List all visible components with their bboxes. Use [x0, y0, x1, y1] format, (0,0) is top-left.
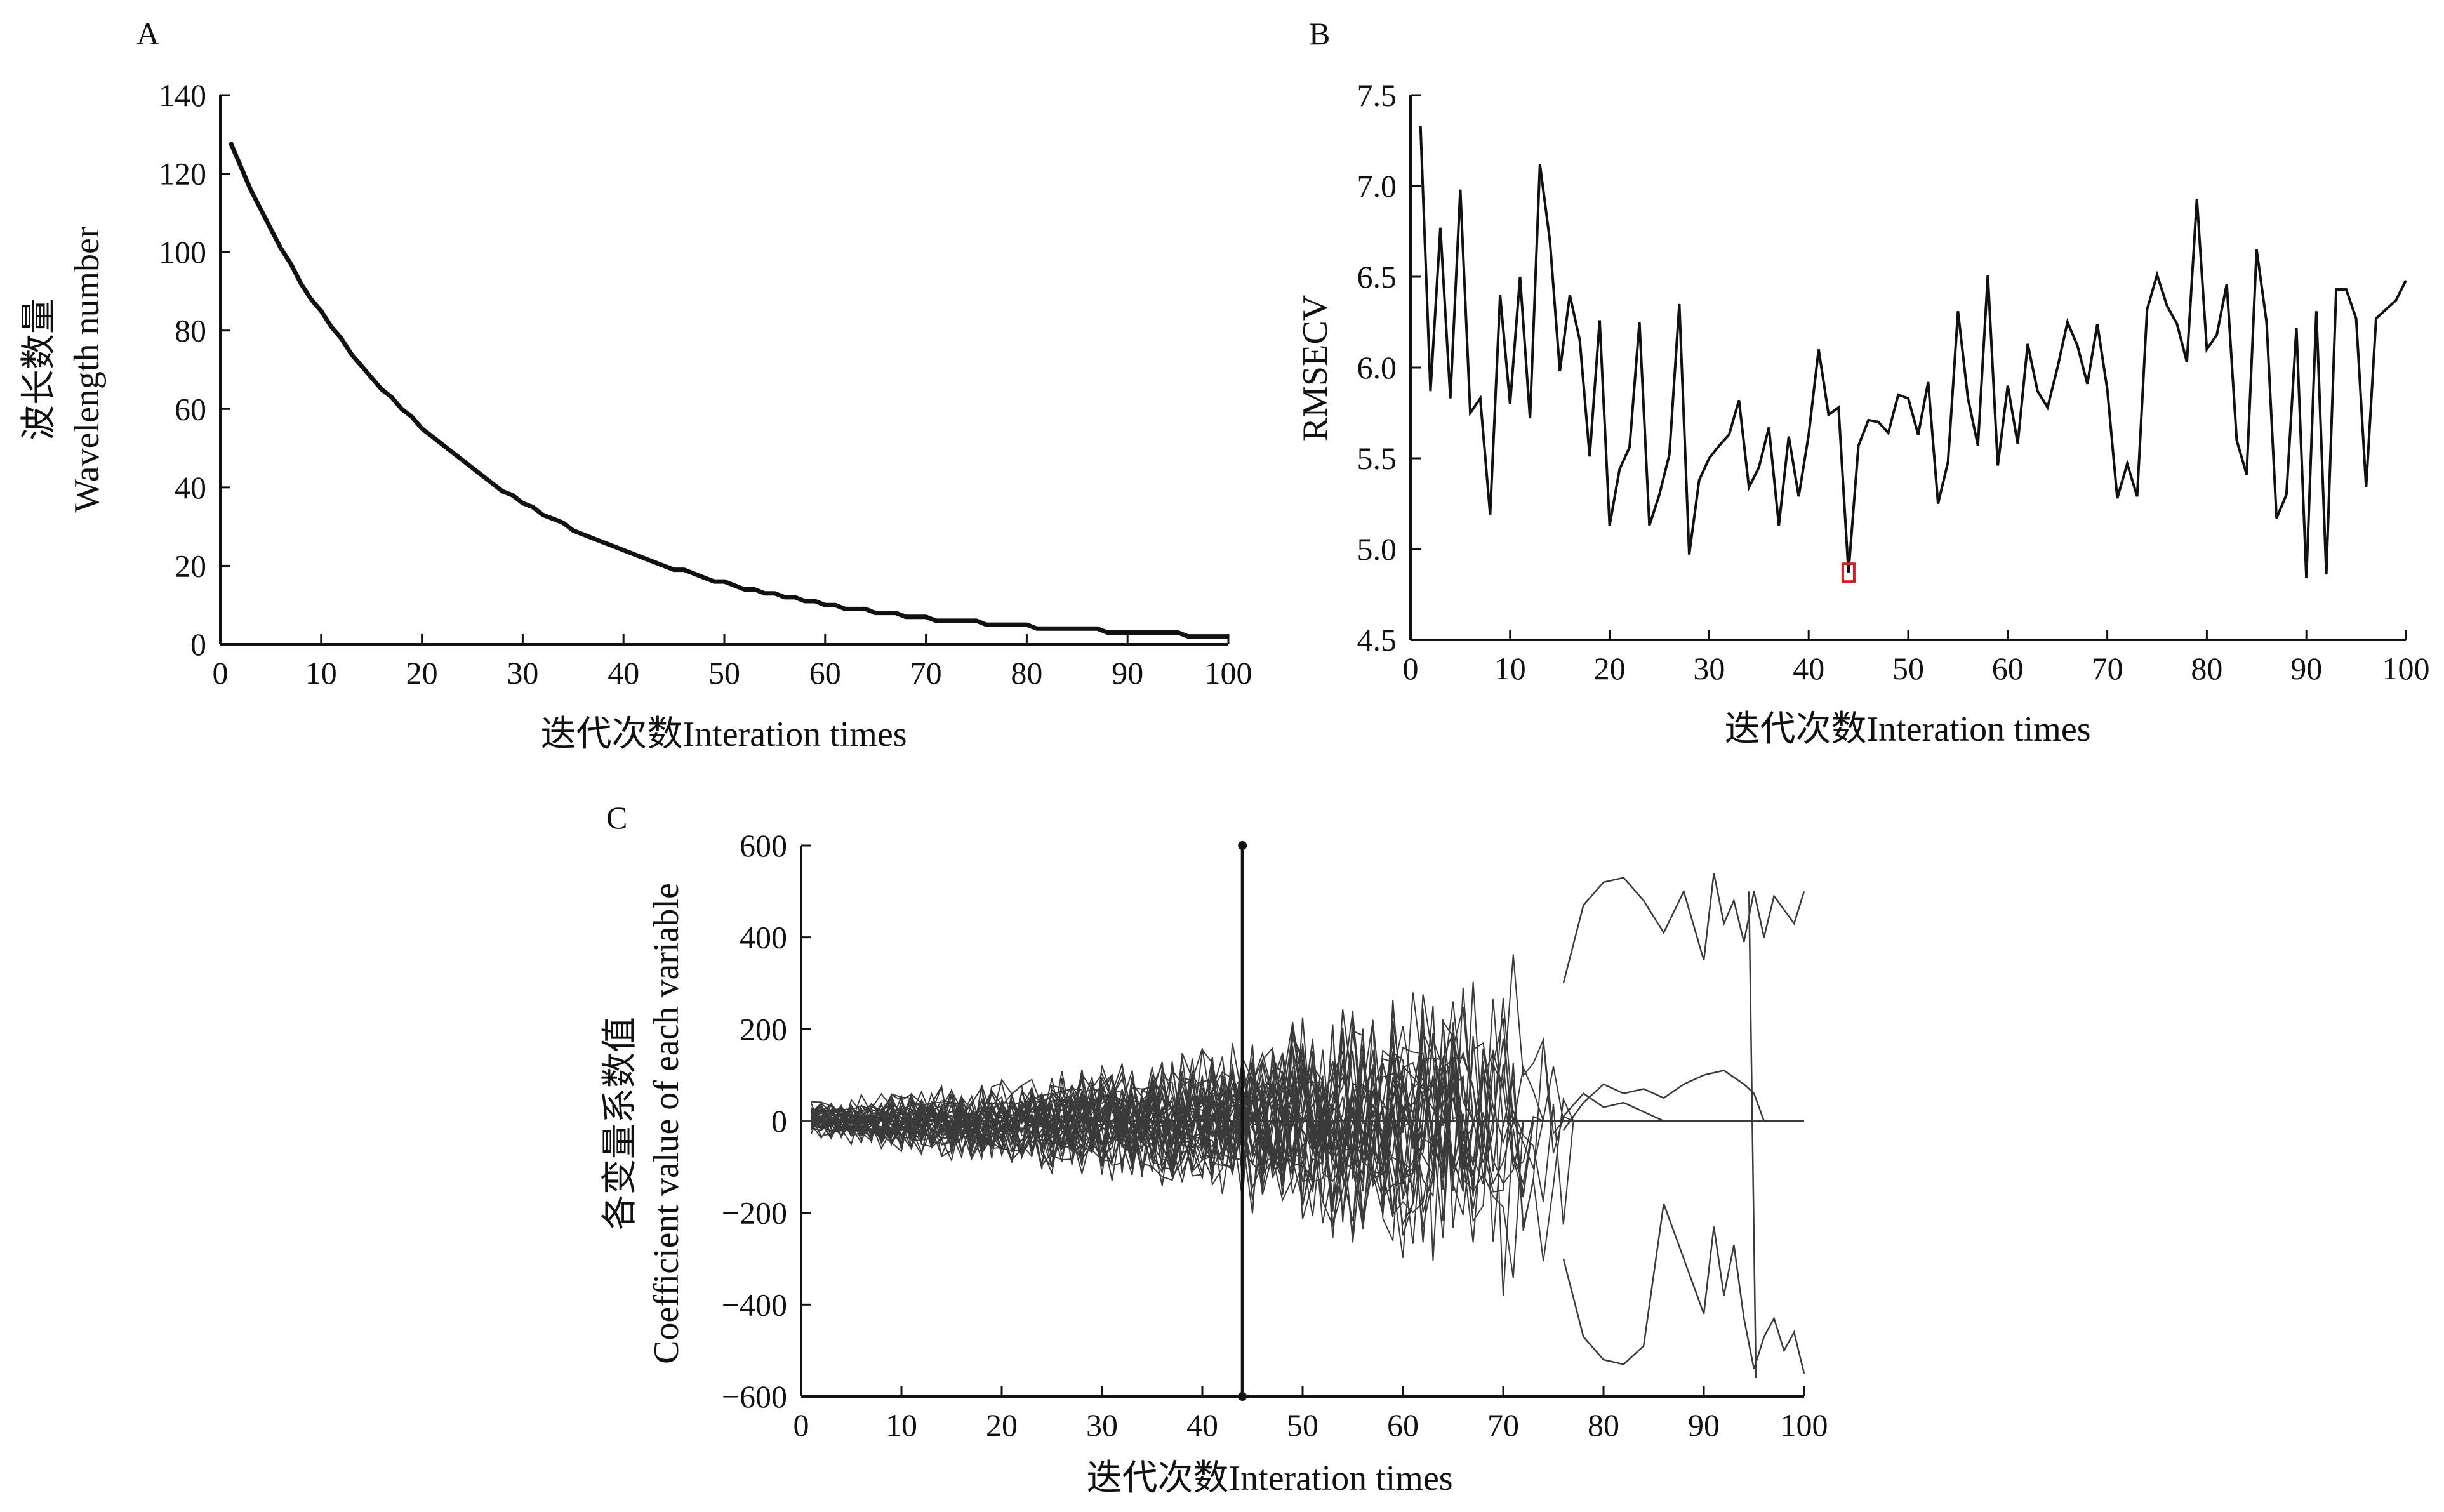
panel-c-ylabel-cn: 各变量系数值 — [601, 1017, 640, 1230]
panel-b-ytick-label: 7.0 — [1357, 168, 1397, 204]
panel-b-xtick-label: 80 — [2191, 651, 2222, 686]
panel-a-ytick-label: 40 — [175, 470, 206, 505]
panel-a-xtick-label: 70 — [910, 655, 942, 691]
panel-c-ytick-label: 0 — [771, 1103, 787, 1139]
panel-c-coef-path — [811, 1018, 1534, 1223]
panel-a-axes — [219, 95, 1228, 646]
panel-a-ylabel-cn: 波长数量 — [20, 298, 59, 441]
panel-c-xtick-label: 0 — [794, 1407, 809, 1443]
panel-b: B 4.5 5.0 5.5 6.0 6.5 7.0 7.5 0 10 20 30 40 50 60 70 8… — [1296, 16, 2430, 749]
panel-c-ytick-label: 200 — [740, 1011, 787, 1047]
panel-b-rmsecv-line — [1419, 126, 2407, 578]
panel-a-xtick-label: 80 — [1011, 655, 1042, 691]
panel-b-xlabel: 迭代次数Interation times — [1724, 710, 2090, 749]
panel-b-ytick-label: 6.0 — [1357, 350, 1397, 385]
panel-a-x-ticks: 0 10 20 30 40 50 60 70 80 90 100 — [213, 634, 1252, 691]
panel-c-xtick-label: 40 — [1186, 1407, 1218, 1443]
panel-c-xtick-label: 10 — [886, 1407, 917, 1443]
panel-c-marker-dot-top — [1238, 841, 1247, 850]
panel-c-variable-series — [1562, 873, 1805, 984]
panel-b-xtick-label: 70 — [2092, 651, 2123, 686]
panel-c: C −600 −400 −200 0 200 400 600 0 10 20 30 40 50 60 70… — [601, 800, 1828, 1498]
panel-a-ytick-label: 140 — [159, 77, 206, 113]
panel-a-ylabel-en: Wavelength number — [67, 226, 107, 512]
panel-a-label: A — [136, 16, 159, 51]
panel-a-xtick-label: 90 — [1112, 655, 1143, 691]
panel-a-xlabel: 迭代次数Interation times — [540, 715, 907, 754]
panel-a-xtick-label: 100 — [1205, 655, 1252, 691]
panel-c-variable-series — [1562, 1092, 1664, 1122]
panel-a-ytick-label: 100 — [159, 234, 206, 270]
panel-a-ytick-label: 60 — [175, 391, 206, 427]
panel-c-variable-series — [1562, 1203, 1805, 1374]
panel-c-surviving-variables — [1562, 873, 1805, 1379]
panel-b-xtick-label: 0 — [1403, 651, 1419, 686]
panel-b-ytick-label: 6.5 — [1357, 259, 1397, 295]
panel-a-ytick-label: 20 — [175, 548, 206, 583]
panel-c-variable-series — [1562, 1070, 1765, 1131]
panel-b-label: B — [1309, 16, 1330, 51]
panel-c-xtick-label: 70 — [1487, 1407, 1519, 1443]
panel-b-minimum-marker — [1841, 562, 1856, 583]
panel-c-ytick-label: −200 — [722, 1195, 787, 1231]
panel-c-optimal-iteration-marker — [1238, 841, 1247, 1401]
panel-c-xtick-label: 100 — [1781, 1407, 1828, 1443]
panel-c-ytick-label: 400 — [740, 920, 787, 955]
panel-c-ylabel-en: Coefficient value of each variable — [647, 883, 686, 1364]
panel-c-xtick-label: 30 — [1086, 1407, 1118, 1443]
panel-a-ytick-label: 0 — [190, 627, 206, 662]
panel-b-xtick-label: 30 — [1693, 651, 1725, 686]
panel-a-xtick-label: 60 — [809, 655, 841, 691]
panel-a: A 0 20 40 60 80 100 120 140 0 10 20 30 40 50 60 70 80 90… — [20, 16, 1252, 754]
panel-b-xtick-label: 20 — [1594, 651, 1626, 686]
panel-b-ytick-label: 5.0 — [1357, 531, 1397, 567]
panel-a-xtick-label: 20 — [406, 655, 438, 691]
panel-b-ytick-label: 7.5 — [1357, 77, 1397, 113]
panel-b-xtick-label: 90 — [2290, 651, 2322, 686]
panel-b-xtick-label: 50 — [1892, 651, 1924, 686]
panel-a-y-ticks: 0 20 40 60 80 100 120 140 — [159, 77, 230, 662]
panel-b-xtick-label: 100 — [2382, 651, 2430, 686]
panel-c-xtick-label: 60 — [1387, 1407, 1419, 1443]
panel-b-xtick-label: 10 — [1494, 651, 1526, 686]
panel-c-xtick-label: 20 — [986, 1407, 1018, 1443]
panel-b-xtick-label: 40 — [1793, 651, 1824, 686]
panel-a-wavelength-line — [228, 141, 1228, 639]
panel-c-ytick-label: −400 — [722, 1287, 787, 1322]
panel-c-ytick-label: 600 — [740, 828, 787, 863]
panel-a-xtick-label: 0 — [213, 655, 229, 691]
panel-c-coefficient-paths — [810, 954, 1574, 1296]
panel-c-xlabel: 迭代次数Interation times — [1086, 1459, 1452, 1498]
panel-a-ytick-label: 120 — [159, 156, 206, 192]
panel-c-x-ticks: 0 10 20 30 40 50 60 70 80 90 100 — [794, 1386, 1828, 1443]
panel-b-ylabel: RMSECV — [1296, 295, 1335, 441]
panel-c-xtick-label: 50 — [1287, 1407, 1318, 1443]
panel-a-ytick-label: 80 — [175, 313, 206, 348]
panel-a-xtick-label: 30 — [507, 655, 538, 691]
panel-b-y-ticks: 4.5 5.0 5.5 6.0 6.5 7.0 7.5 — [1357, 77, 1421, 658]
panel-b-ytick-label: 4.5 — [1357, 622, 1397, 658]
panel-c-y-ticks: −600 −400 −200 0 200 400 600 — [722, 828, 811, 1414]
panel-b-xtick-label: 60 — [1992, 651, 2024, 686]
panel-c-coef-path — [811, 992, 1504, 1242]
panel-c-marker-dot-bottom — [1238, 1392, 1247, 1401]
panel-a-xtick-label: 50 — [708, 655, 740, 691]
panel-a-xtick-label: 40 — [608, 655, 639, 691]
panel-b-x-ticks: 0 10 20 30 40 50 60 70 80 90 100 — [1403, 630, 2430, 686]
panel-c-coef-path — [811, 954, 1564, 1235]
panel-c-xtick-label: 90 — [1688, 1407, 1720, 1443]
panel-c-ytick-label: −600 — [722, 1379, 787, 1414]
panel-b-ytick-label: 5.5 — [1357, 441, 1397, 476]
panel-c-coef-path — [811, 1019, 1534, 1243]
panel-c-spike — [1748, 891, 1757, 1379]
panel-c-label: C — [606, 800, 627, 835]
panel-a-xtick-label: 10 — [305, 655, 337, 691]
panel-c-xtick-label: 80 — [1588, 1407, 1619, 1443]
